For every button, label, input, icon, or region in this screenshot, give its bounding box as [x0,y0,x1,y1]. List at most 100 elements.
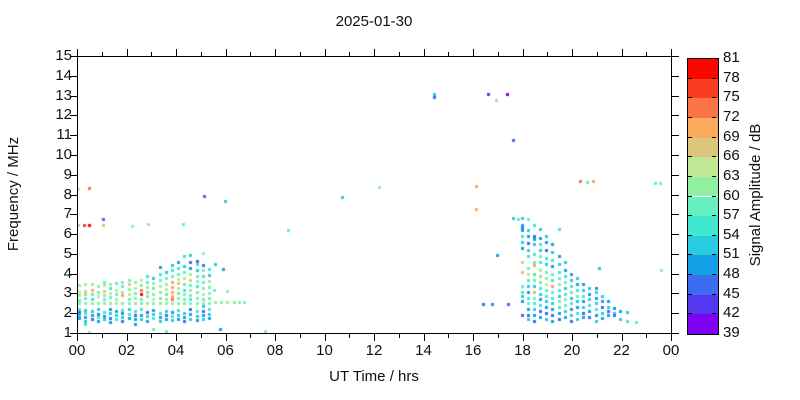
y-tick [672,273,679,275]
x-tick-major [621,49,623,56]
x-tick-major [176,334,177,341]
colorbar-tick-label: 75 [723,88,740,106]
x-axis-label: UT Time / hrs [329,368,419,385]
colorbar-tick [712,215,716,217]
x-tick-major [522,49,524,56]
colorbar-segment [688,275,718,295]
y-tick-label: 14 [55,66,72,84]
x-tick-major [621,334,623,341]
y-tick [672,313,679,315]
colorbar-tick [688,116,692,118]
x-tick-major [473,334,474,341]
x-tick-minor [200,334,202,338]
y-tick-label: 15 [55,47,72,64]
x-tick-minor [497,52,499,56]
colorbar-segment [688,235,718,256]
colorbar-tick-label: 57 [723,206,740,224]
y-tick [672,115,679,117]
y-tick-label: 9 [63,165,72,183]
x-tick-label: 08 [266,342,284,359]
y-tick-label: 8 [63,185,72,203]
x-tick-minor [547,334,549,338]
y-tick [70,293,77,295]
y-tick [70,214,77,216]
colorbar-segment [688,196,718,217]
y-tick [70,194,77,196]
colorbar-tick [712,274,716,276]
y-tick [672,214,679,216]
x-tick-label: 04 [167,342,185,359]
colorbar-tick-label: 78 [723,68,740,86]
colorbar-tick [688,175,692,177]
x-tick-minor [547,52,549,56]
x-tick-major [77,49,78,56]
colorbar-tick-label: 48 [723,265,740,283]
y-tick [672,253,679,255]
x-tick-minor [596,52,598,56]
colorbar-segment [688,294,718,315]
y-tick [70,253,77,255]
colorbar-segment [688,117,718,138]
x-tick-major [572,334,573,341]
y-tick [70,154,77,156]
colorbar-segment [688,314,718,334]
colorbar-tick-label: 63 [723,166,740,184]
colorbar-tick-label: 66 [723,147,740,165]
colorbar-tick [688,97,692,99]
x-tick-minor [646,334,648,338]
y-tick [70,95,77,97]
colorbar-tick-label: 81 [723,49,740,66]
y-tick-label: 4 [63,264,72,282]
x-tick-minor [299,52,301,56]
colorbar-tick [712,175,716,177]
x-tick-minor [151,334,153,338]
y-tick [672,194,679,196]
colorbar-tick [688,195,692,197]
x-tick-major [423,49,425,56]
colorbar-segment [688,255,718,276]
x-tick-major [572,49,573,56]
colorbar-tick [688,234,692,236]
y-tick [672,293,679,295]
colorbar-segment [688,78,718,99]
y-tick [70,75,77,77]
colorbar-tick [712,254,716,256]
colorbar-tick [688,215,692,217]
y-tick [70,115,77,117]
colorbar-tick [712,77,716,79]
colorbar-tick-label: 69 [723,127,740,145]
y-tick-label: 12 [55,106,72,124]
y-tick [70,174,77,176]
x-tick-minor [398,52,400,56]
x-tick-major [225,49,227,56]
colorbar-tick-label: 54 [723,225,740,243]
x-tick-major [225,334,227,341]
x-tick-label: 12 [365,342,383,359]
x-tick-minor [349,334,351,338]
colorbar-tick-label: 42 [723,304,740,322]
colorbar-tick-label: 39 [723,324,740,341]
y-tick [672,95,679,97]
y-tick [70,234,77,236]
x-tick-major [374,334,375,341]
y-tick-label: 5 [63,244,72,262]
x-tick-major [126,49,128,56]
colorbar-tick [712,234,716,236]
y-tick [70,273,77,275]
y-tick-label: 13 [55,86,72,104]
colorbar-tick [688,293,692,295]
x-tick-minor [200,52,202,56]
x-tick-minor [497,334,499,338]
x-tick-minor [448,334,450,338]
x-tick-major [671,49,672,56]
y-tick [70,333,77,334]
y-tick [672,56,679,57]
colorbar-tick [712,156,716,158]
x-tick-major [473,49,474,56]
colorbar-tick [712,97,716,99]
y-tick-label: 7 [63,205,72,223]
y-tick-label: 6 [63,225,72,243]
x-tick-minor [448,52,450,56]
x-tick-minor [596,334,598,338]
